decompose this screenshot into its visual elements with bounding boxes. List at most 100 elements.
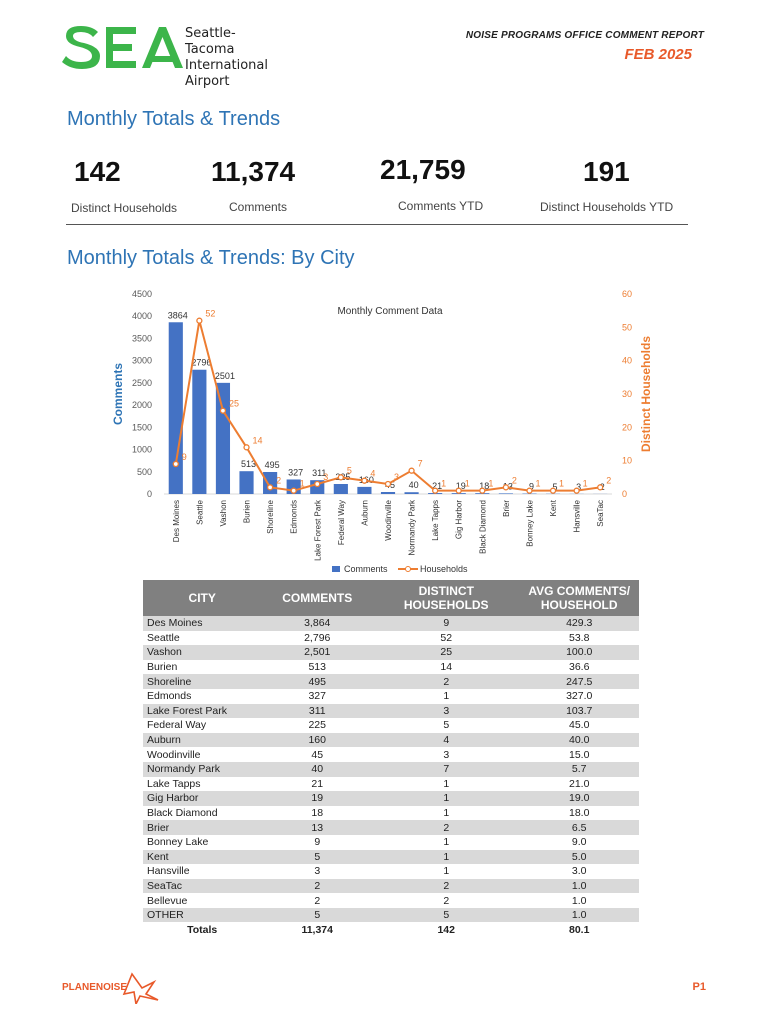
cell-comments: 18 <box>311 807 324 820</box>
x-tick-label: Des Moines <box>172 500 181 542</box>
bar-data-label: 495 <box>265 460 280 470</box>
y2-tick-label: 60 <box>622 289 632 299</box>
cell-city: Seattle <box>147 631 180 644</box>
households-data-label: 3 <box>323 472 328 482</box>
households-point <box>337 474 344 481</box>
cell-avg: 1.0 <box>519 907 639 923</box>
report-date: FEB 2025 <box>624 46 692 63</box>
households-data-label: 1 <box>535 479 540 489</box>
cell-avg: 1.0 <box>519 878 639 894</box>
households-point <box>479 487 486 494</box>
cell-comments: 5 <box>261 907 374 923</box>
x-tick-label: SeaTac <box>596 500 605 527</box>
bar-data-label: 311 <box>312 468 326 478</box>
table-header-row: CITY COMMENTS DISTINCT HOUSEHOLDS AVG CO… <box>143 580 639 616</box>
cell-avg: 3.0 <box>571 865 587 878</box>
cell-city: Bellevue <box>147 894 188 907</box>
cell-comments: 160 <box>261 732 374 748</box>
cell-city: Hansville <box>147 865 190 878</box>
households-point <box>243 444 250 451</box>
households-point <box>526 487 533 494</box>
households-point <box>384 480 392 488</box>
y-tick-label: 3000 <box>132 356 152 366</box>
cell-avg: 5.7 <box>519 761 639 777</box>
y2-tick-label: 40 <box>622 356 632 366</box>
households-point <box>597 484 604 491</box>
cell-comments: 19 <box>261 791 374 806</box>
cell-avg: 9.0 <box>571 836 587 849</box>
cell-households: 1 <box>443 777 450 790</box>
cell-avg: 5.0 <box>519 849 639 865</box>
logo-text: Seattle-Tacoma International Airport <box>185 26 268 90</box>
households-data-label: 9 <box>182 452 187 462</box>
bar <box>263 472 278 494</box>
kpi-value: 191 <box>583 156 630 187</box>
table-row: Edmonds 327 1 327.0 <box>143 689 639 704</box>
households-data-label: 1 <box>441 479 446 489</box>
cell-comments: 40 <box>261 761 374 777</box>
cell-city: Auburn <box>143 732 262 748</box>
cell-comments: 513 <box>308 661 326 674</box>
column-header-households: DISTINCT HOUSEHOLDS <box>373 580 520 616</box>
column-header-city: CITY <box>143 580 262 616</box>
table-row: Seattle 2,796 52 53.8 <box>143 631 639 646</box>
cell-households: 1 <box>443 865 450 878</box>
cell-city: Edmonds <box>147 690 192 703</box>
table-row: Gig Harbor 19 1 19.0 <box>143 791 639 806</box>
cell-city: Bonney Lake <box>147 836 209 849</box>
cell-households: 2 <box>373 878 520 894</box>
cell-avg: 247.5 <box>519 674 639 689</box>
x-tick-label: Shoreline <box>266 499 275 533</box>
cell-comments: 2,796 <box>304 631 331 644</box>
cell-avg: 429.3 <box>519 616 639 631</box>
households-point <box>196 317 203 324</box>
y-tick-label: 1000 <box>132 445 152 455</box>
table-row: Kent 5 1 5.0 <box>143 849 639 865</box>
column-header-avg: AVG COMMENTS/ HOUSEHOLD <box>519 580 639 616</box>
divider <box>66 224 688 225</box>
bar-data-label: 5 <box>553 482 558 492</box>
y-tick-label: 4000 <box>132 311 152 321</box>
bar-data-label: 3 <box>576 482 581 492</box>
table-totals-row: Totals 11,374 142 80.1 <box>143 922 639 938</box>
households-data-label: 1 <box>559 479 564 489</box>
cell-households: 5 <box>443 719 450 732</box>
legend-label-households: Households <box>420 564 468 574</box>
footer-brand: PLANENOISE <box>62 982 128 993</box>
x-tick-label: Brier <box>502 500 511 517</box>
households-point <box>172 460 179 468</box>
bar <box>192 369 207 494</box>
households-data-label: 1 <box>465 479 470 489</box>
households-data-label: 4 <box>370 469 375 479</box>
kpi-distinct-households: 142 <box>74 156 121 188</box>
page-number: P1 <box>692 981 706 993</box>
legend-swatch-comments <box>332 566 340 572</box>
households-data-label: 2 <box>512 475 517 485</box>
y-axis-label: Comments <box>111 363 125 425</box>
bar <box>215 382 231 494</box>
cell-households: 7 <box>373 761 520 777</box>
households-data-label: 14 <box>253 435 263 445</box>
cell-households: 2 <box>373 674 520 689</box>
cell-households: 25 <box>373 645 520 660</box>
cell-households: 52 <box>440 631 453 644</box>
bar-data-label: 9 <box>529 482 534 492</box>
y-tick-label: 1500 <box>132 422 152 432</box>
y-tick-label: 3500 <box>132 333 152 343</box>
y2-tick-label: 50 <box>622 322 632 332</box>
y-tick-label: 2000 <box>132 400 152 410</box>
chart-title: Monthly Comment Data <box>337 306 442 317</box>
x-tick-label: Lake Tapps <box>431 500 440 541</box>
cell-avg: 36.6 <box>568 661 590 674</box>
kpi-label: Distinct Households YTD <box>540 200 674 214</box>
cell-comments: 495 <box>261 674 374 689</box>
x-tick-label: Burien <box>243 500 252 523</box>
cell-city: Gig Harbor <box>143 791 262 806</box>
bar-data-label: 327 <box>288 467 303 477</box>
y-tick-label: 0 <box>147 489 152 499</box>
cell-city: Lake Tapps <box>147 777 201 790</box>
bar-data-label: 40 <box>409 480 419 490</box>
totals-comments: 11,374 <box>261 922 374 938</box>
kpi-value: 21,759 <box>380 154 466 185</box>
cell-comments: 225 <box>308 719 326 732</box>
